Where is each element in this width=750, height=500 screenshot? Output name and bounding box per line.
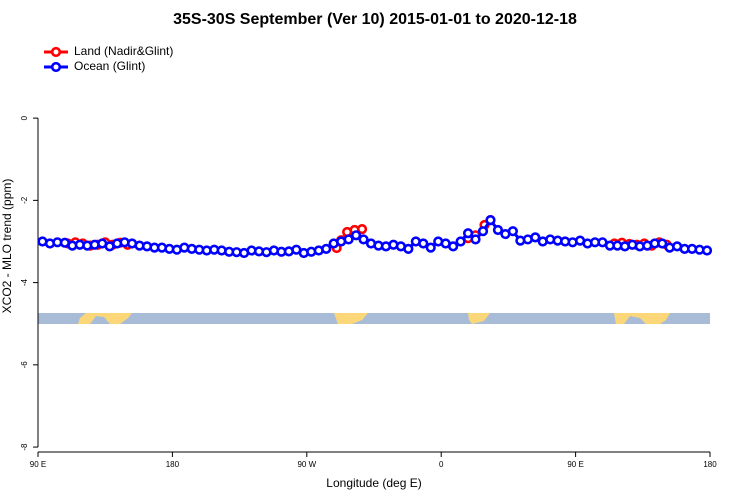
data-point xyxy=(425,242,436,253)
x-tick-label: 90 E xyxy=(30,460,46,469)
legend-label: Ocean (Glint) xyxy=(74,59,145,73)
data-point xyxy=(485,214,496,226)
data-point xyxy=(701,245,713,256)
data-point xyxy=(530,232,541,243)
y-axis-label: XCO2 - MLO trend (ppm) xyxy=(0,179,14,314)
data-point xyxy=(455,236,466,247)
data-point xyxy=(470,234,481,245)
data-point xyxy=(448,241,459,252)
data-point xyxy=(356,224,368,235)
x-tick-label: 0 xyxy=(439,460,444,469)
data-point xyxy=(477,226,489,237)
legend-marker xyxy=(50,46,62,58)
chart-title: 35S-30S September (Ver 10) 2015-01-01 to… xyxy=(173,11,577,28)
data-point xyxy=(492,224,504,236)
data-point xyxy=(462,228,474,239)
data-point xyxy=(358,234,369,245)
data-point xyxy=(418,238,429,249)
x-tick-label: 180 xyxy=(703,460,717,469)
y-tick-label: -2 xyxy=(20,196,29,204)
x-axis-label: Longitude (deg E) xyxy=(326,476,421,490)
y-tick-label: -6 xyxy=(20,361,29,369)
y-tick-label: -8 xyxy=(20,443,29,451)
y-tick-label: 0 xyxy=(20,115,29,120)
data-point xyxy=(657,238,668,249)
x-tick-label: 90 E xyxy=(567,460,583,469)
y-tick-label: -4 xyxy=(20,278,29,286)
data-point xyxy=(321,243,332,254)
x-tick-label: 90 W xyxy=(297,460,316,469)
map-strip xyxy=(38,313,710,324)
data-point xyxy=(343,234,354,245)
data-point xyxy=(350,230,362,241)
legend-label: Land (Nadir&Glint) xyxy=(74,44,173,58)
legend-marker xyxy=(50,61,62,73)
data-point xyxy=(403,243,414,254)
data-point xyxy=(507,226,518,237)
x-tick-label: 180 xyxy=(166,460,180,469)
